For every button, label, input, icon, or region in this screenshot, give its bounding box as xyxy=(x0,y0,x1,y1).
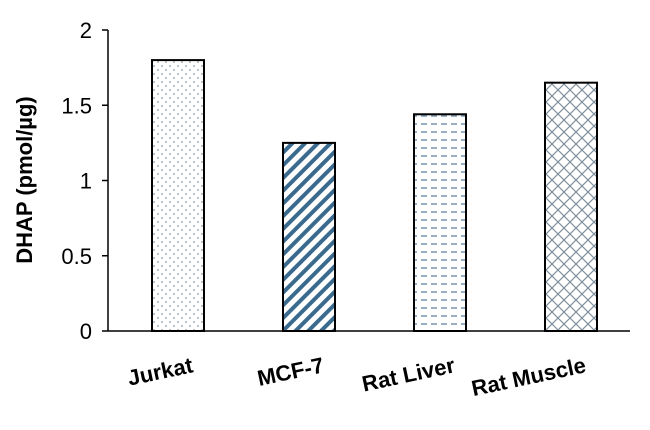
y-axis-ticks: 0 0.5 1 1.5 2 xyxy=(61,18,108,344)
y-tick-label: 0 xyxy=(80,319,92,344)
category-label: Jurkat xyxy=(125,352,195,390)
category-label: MCF-7 xyxy=(255,352,326,390)
bar-rat-liver xyxy=(413,113,467,332)
y-tick-label: 1.5 xyxy=(61,93,92,118)
category-label: Rat Liver xyxy=(360,352,458,396)
y-tick-label: 0.5 xyxy=(61,244,92,269)
category-label: Rat Muscle xyxy=(469,352,588,401)
y-tick-label: 2 xyxy=(80,18,92,43)
bar-jurkat xyxy=(151,59,205,332)
bar-mcf-7 xyxy=(282,141,336,332)
bar-rat-muscle xyxy=(544,81,598,332)
bars xyxy=(151,59,598,332)
category-labels: Jurkat MCF-7 Rat Liver Rat Muscle xyxy=(125,352,588,401)
y-tick-label: 1 xyxy=(80,169,92,194)
y-axis-title: DHAP (pmol/µg) xyxy=(12,96,37,263)
